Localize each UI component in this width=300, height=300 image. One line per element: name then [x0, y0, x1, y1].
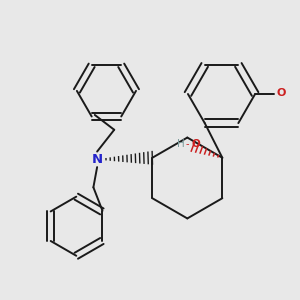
Text: H: H — [177, 139, 185, 149]
Text: O: O — [191, 139, 200, 149]
Text: N: N — [92, 153, 103, 166]
Text: O: O — [276, 88, 286, 98]
Text: -: - — [185, 139, 189, 149]
